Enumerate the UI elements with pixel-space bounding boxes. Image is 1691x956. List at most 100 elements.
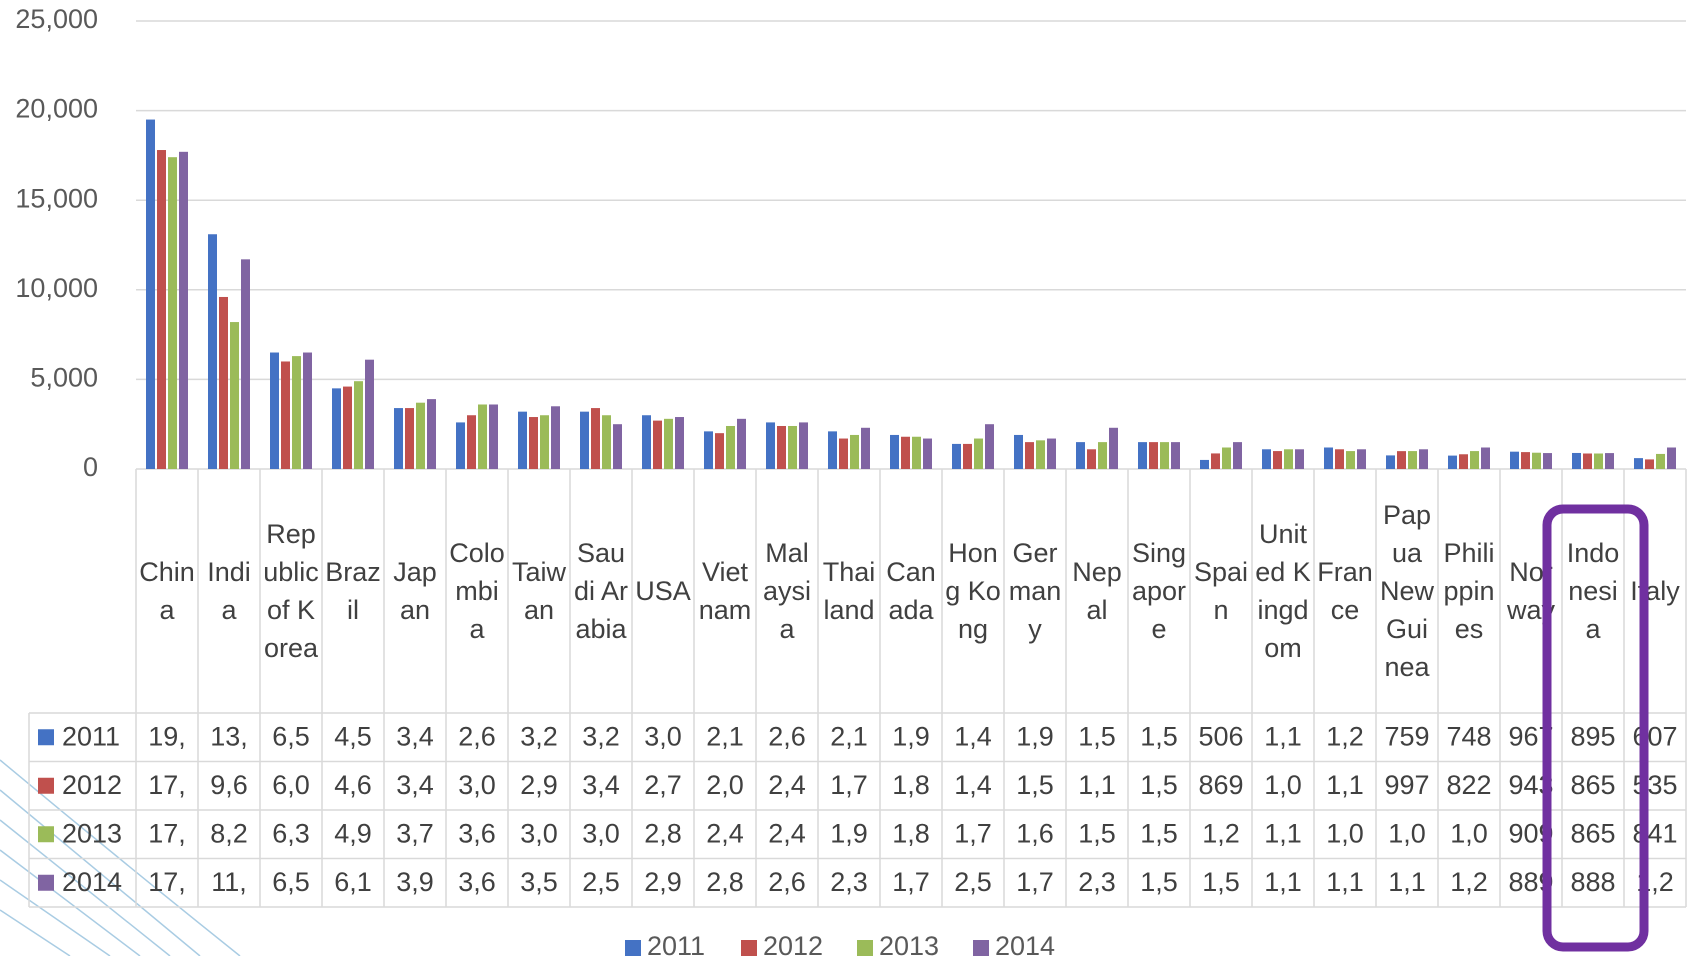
bar xyxy=(1211,453,1220,469)
x-tick-label: Japan xyxy=(393,557,437,625)
legend-label: 2011 xyxy=(647,931,705,956)
bar xyxy=(1667,447,1676,469)
table-value: 3,7 xyxy=(396,818,434,848)
table-value: 3,9 xyxy=(396,867,434,897)
table-value: 1,5 xyxy=(1016,770,1054,800)
bar xyxy=(1233,442,1242,469)
table-value: 2,3 xyxy=(1078,867,1116,897)
bar xyxy=(1645,459,1654,469)
table-value: 3,4 xyxy=(582,770,620,800)
y-tick-label: 25,000 xyxy=(15,4,98,34)
bar xyxy=(861,427,870,469)
bar xyxy=(467,415,476,469)
table-value: 607 xyxy=(1632,721,1677,751)
bar xyxy=(1386,455,1395,469)
x-tick-label: Philippines xyxy=(1443,538,1495,644)
table-value: 2,4 xyxy=(706,818,744,848)
bar xyxy=(664,418,673,469)
bar xyxy=(1481,447,1490,469)
x-tick-label: India xyxy=(207,557,251,625)
bar xyxy=(799,422,808,469)
table-value: 3,5 xyxy=(520,867,558,897)
table-value: 865 xyxy=(1570,770,1615,800)
table-value: 1,9 xyxy=(1016,721,1054,751)
table-value: 2,6 xyxy=(768,721,806,751)
x-tick-label: Spain xyxy=(1193,557,1249,625)
table-value: 3,4 xyxy=(396,770,434,800)
x-tick-label: United Kingdom xyxy=(1255,519,1311,663)
table-value: 1,0 xyxy=(1326,818,1364,848)
bar xyxy=(828,431,837,469)
table-value: 1,4 xyxy=(954,721,992,751)
category-cell: Brazil xyxy=(325,557,381,625)
x-tick-label: Indonesia xyxy=(1566,538,1620,644)
bar xyxy=(157,150,166,470)
category-cell: Hong Kong xyxy=(945,538,1001,644)
bar xyxy=(1543,453,1552,469)
table-value: 1,9 xyxy=(830,818,868,848)
x-tick-label: Saudi Arabia xyxy=(573,538,629,644)
x-tick-label: Taiwan xyxy=(511,557,566,625)
bar xyxy=(715,433,724,469)
bar xyxy=(168,157,177,469)
x-tick-label: Norway xyxy=(1506,557,1555,625)
table-value: 1,1 xyxy=(1326,867,1364,897)
table-value: 11, xyxy=(211,867,247,897)
legend-key xyxy=(857,940,873,956)
table-value: 1,1 xyxy=(1264,867,1302,897)
x-tick-label: Germany xyxy=(1008,538,1062,644)
table-value: 865 xyxy=(1570,818,1615,848)
category-cell: Japan xyxy=(393,557,437,625)
table-value: 2,0 xyxy=(706,770,744,800)
table-value: 2,7 xyxy=(644,770,682,800)
bar xyxy=(1087,449,1096,469)
category-cell: Nepal xyxy=(1072,557,1122,625)
table-value: 1,9 xyxy=(892,721,930,751)
category-cell: Philippines xyxy=(1443,538,1495,644)
table-value: 1,7 xyxy=(1016,867,1054,897)
category-cell: Vietnam xyxy=(699,557,752,625)
bar xyxy=(1357,449,1366,469)
bar xyxy=(1109,427,1118,469)
category-cell: Canada xyxy=(886,557,936,625)
table-value: 1,7 xyxy=(954,818,992,848)
category-cell: Papua New Guinea xyxy=(1379,500,1434,682)
bar xyxy=(1284,449,1293,469)
category-cell: United Kingdom xyxy=(1255,519,1311,663)
bar xyxy=(1262,449,1271,469)
bar xyxy=(456,422,465,469)
x-tick-label: Papua New Guinea xyxy=(1379,500,1434,682)
table-value: 759 xyxy=(1384,721,1429,751)
legend-key xyxy=(38,777,54,794)
table-value: 3,6 xyxy=(458,818,496,848)
table-value: 6,5 xyxy=(272,721,310,751)
bar xyxy=(901,436,910,469)
table-value: 1,5 xyxy=(1140,818,1178,848)
category-cell: Spain xyxy=(1193,557,1249,625)
x-tick-label: Canada xyxy=(886,557,936,625)
bar xyxy=(963,443,972,469)
table-value: 1,2 xyxy=(1326,721,1364,751)
table-value: 2,9 xyxy=(520,770,558,800)
row-header: 2013 xyxy=(62,818,122,848)
bar xyxy=(478,404,487,469)
table-value: 4,5 xyxy=(334,721,372,751)
table-value: 869 xyxy=(1198,770,1243,800)
category-cell: Germany xyxy=(1008,538,1062,644)
bar xyxy=(985,424,994,469)
bar xyxy=(365,359,374,469)
bar xyxy=(230,322,239,469)
bar xyxy=(1138,442,1147,469)
table-value: 1,0 xyxy=(1450,818,1488,848)
bar xyxy=(343,386,352,469)
category-cell: Colombia xyxy=(449,538,505,644)
x-tick-label: Brazil xyxy=(325,557,381,625)
bar xyxy=(613,424,622,469)
table-value: 6,5 xyxy=(272,867,310,897)
table-value: 1,5 xyxy=(1078,721,1116,751)
highlight-box xyxy=(1542,504,1649,952)
bar xyxy=(529,417,538,469)
table-value: 1,6 xyxy=(1016,818,1054,848)
bar xyxy=(1098,442,1107,469)
x-tick-label: Hong Kong xyxy=(945,538,1001,644)
